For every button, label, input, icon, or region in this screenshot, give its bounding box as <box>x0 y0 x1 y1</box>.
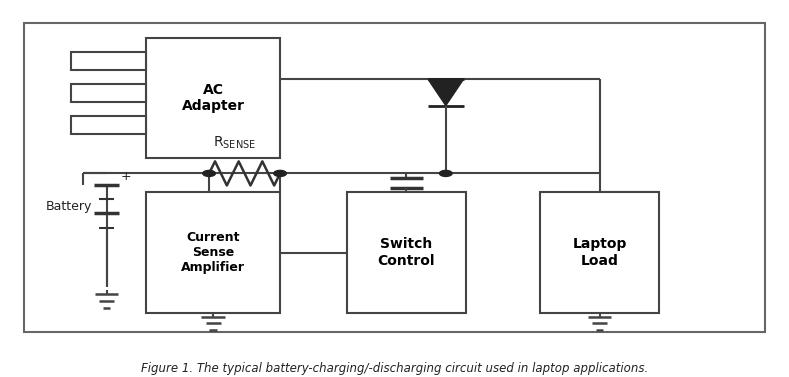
Text: Current
Sense
Amplifier: Current Sense Amplifier <box>181 231 245 274</box>
Text: Figure 1. The typical battery-charging/-discharging circuit used in laptop appli: Figure 1. The typical battery-charging/-… <box>141 362 648 375</box>
Bar <box>146 38 280 158</box>
Bar <box>540 192 659 313</box>
Text: AC
Adapter: AC Adapter <box>181 83 245 113</box>
Text: Laptop
Load: Laptop Load <box>573 238 626 268</box>
Circle shape <box>274 170 286 176</box>
Bar <box>71 84 146 102</box>
Polygon shape <box>428 79 463 106</box>
Bar <box>347 192 466 313</box>
Circle shape <box>439 170 452 176</box>
Circle shape <box>203 170 215 176</box>
Text: $\mathrm{R_{SENSE}}$: $\mathrm{R_{SENSE}}$ <box>213 134 256 151</box>
Bar <box>71 52 146 70</box>
Bar <box>24 23 765 332</box>
Text: +: + <box>121 170 131 183</box>
Bar <box>71 116 146 134</box>
Text: Switch
Control: Switch Control <box>378 238 435 268</box>
Text: Battery: Battery <box>46 200 92 213</box>
Bar <box>146 192 280 313</box>
